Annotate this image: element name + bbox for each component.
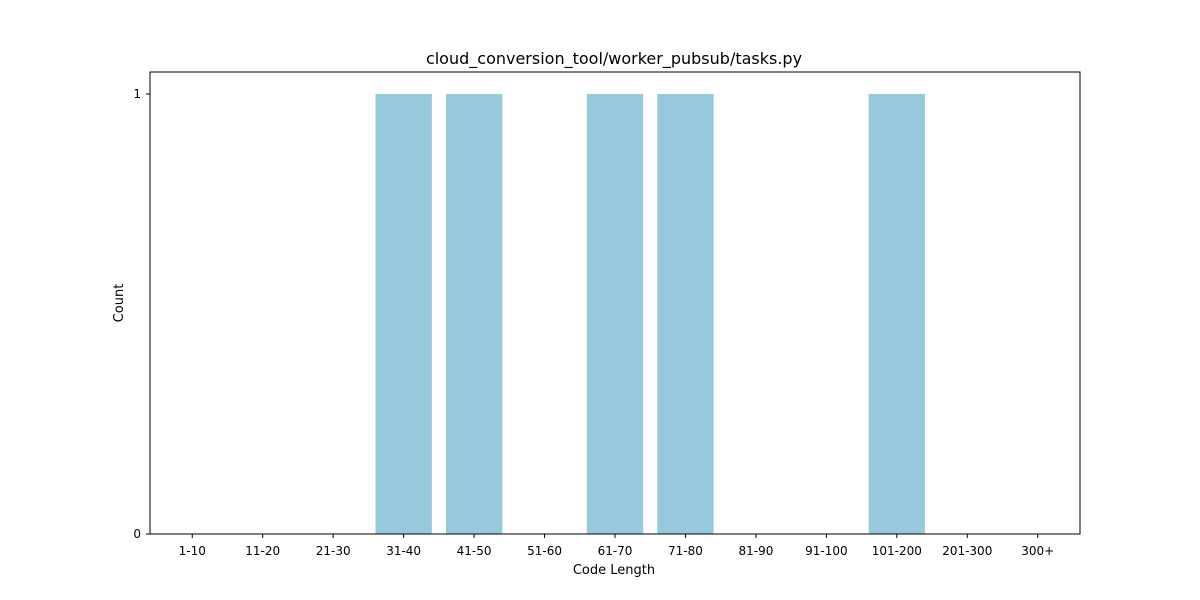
y-tick-label: 1 — [133, 87, 141, 101]
x-tick-label: 31-40 — [386, 544, 421, 558]
x-tick-label: 11-20 — [245, 544, 280, 558]
x-ticks: 1-10 11-20 21-30 31-40 41-50 51-60 61-70 71-80 8… — [179, 534, 1054, 558]
x-tick-label: 41-50 — [457, 544, 492, 558]
bar-61-70 — [586, 94, 644, 534]
x-tick-label: 91-100 — [805, 544, 848, 558]
y-axis-label: Count — [112, 284, 127, 323]
x-axis-label: Code Length — [573, 563, 655, 578]
bars-layer — [375, 94, 925, 534]
x-tick-label: 1-10 — [179, 544, 206, 558]
x-tick-label: 61-70 — [598, 544, 633, 558]
x-tick-label: 81-90 — [738, 544, 773, 558]
x-tick-label: 300+ — [1021, 544, 1054, 558]
bar-31-40 — [375, 94, 432, 534]
bar-41-50 — [445, 94, 503, 534]
bar-101-200 — [868, 94, 925, 534]
x-tick-label: 51-60 — [527, 544, 562, 558]
y-tick-label: 0 — [133, 527, 141, 541]
x-tick-label: 71-80 — [668, 544, 703, 558]
x-tick-label: 101-200 — [872, 544, 922, 558]
y-ticks: 01 — [133, 87, 150, 541]
x-tick-label: 201-300 — [942, 544, 992, 558]
bar-71-80 — [657, 94, 714, 534]
chart-title: cloud_conversion_tool/worker_pubsub/task… — [426, 49, 802, 69]
x-tick-label: 21-30 — [316, 544, 351, 558]
